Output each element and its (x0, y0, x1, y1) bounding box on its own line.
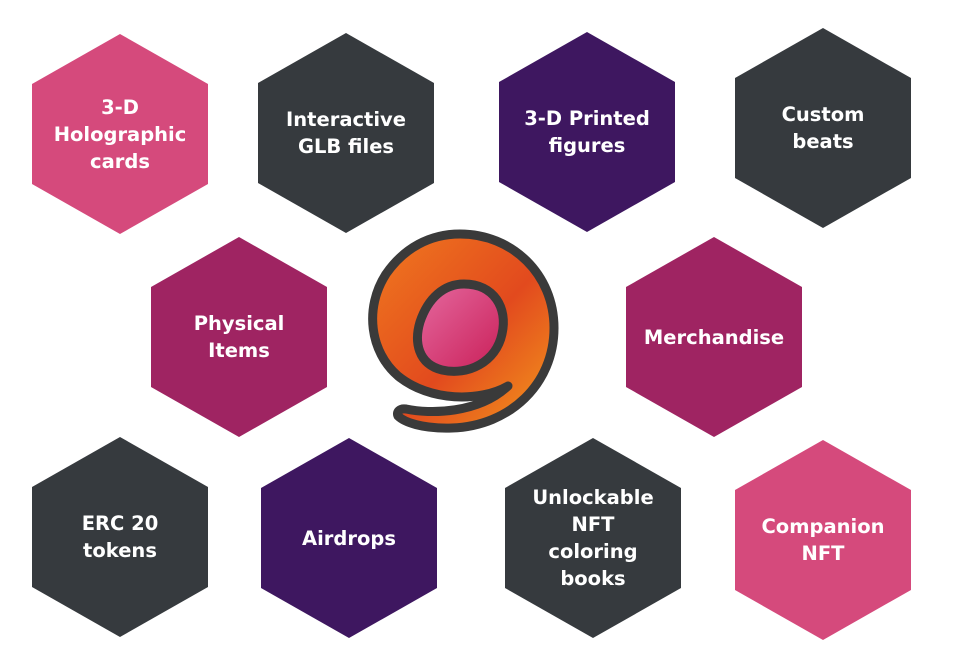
hex-label: Physical Items (193, 312, 285, 362)
hex-merchandise: Merchandise (626, 237, 802, 437)
hex-label: Companion NFT (761, 515, 885, 565)
hex-airdrops: Airdrops (261, 438, 437, 638)
hex-label: Interactive GLB files (286, 108, 406, 158)
hex-3d-printed-figures: 3-D Printed figures (499, 32, 675, 232)
hex-holographic-cards: 3-D Holographic cards (32, 34, 208, 234)
hex-companion-nft: Companion NFT (735, 440, 911, 640)
hex-interactive-glb-files: Interactive GLB files (258, 33, 434, 233)
hex-label: Airdrops (302, 526, 396, 550)
hex-label: Unlockable NFT coloring books (532, 486, 654, 590)
hex-unlockable-nft-coloring-books: Unlockable NFT coloring books (505, 438, 681, 638)
spiral-logo-icon (368, 229, 559, 433)
hex-custom-beats: Custom beats (735, 28, 911, 228)
hex-erc20-tokens: ERC 20 tokens (32, 437, 208, 637)
hex-label: 3-D Printed figures (524, 107, 650, 157)
hex-label: ERC 20 tokens (81, 512, 159, 562)
hex-physical-items: Physical Items (151, 237, 327, 437)
hex-label: Merchandise (643, 325, 785, 349)
hex-label: Custom beats (781, 103, 865, 153)
hex-label: 3-D Holographic cards (53, 95, 187, 173)
